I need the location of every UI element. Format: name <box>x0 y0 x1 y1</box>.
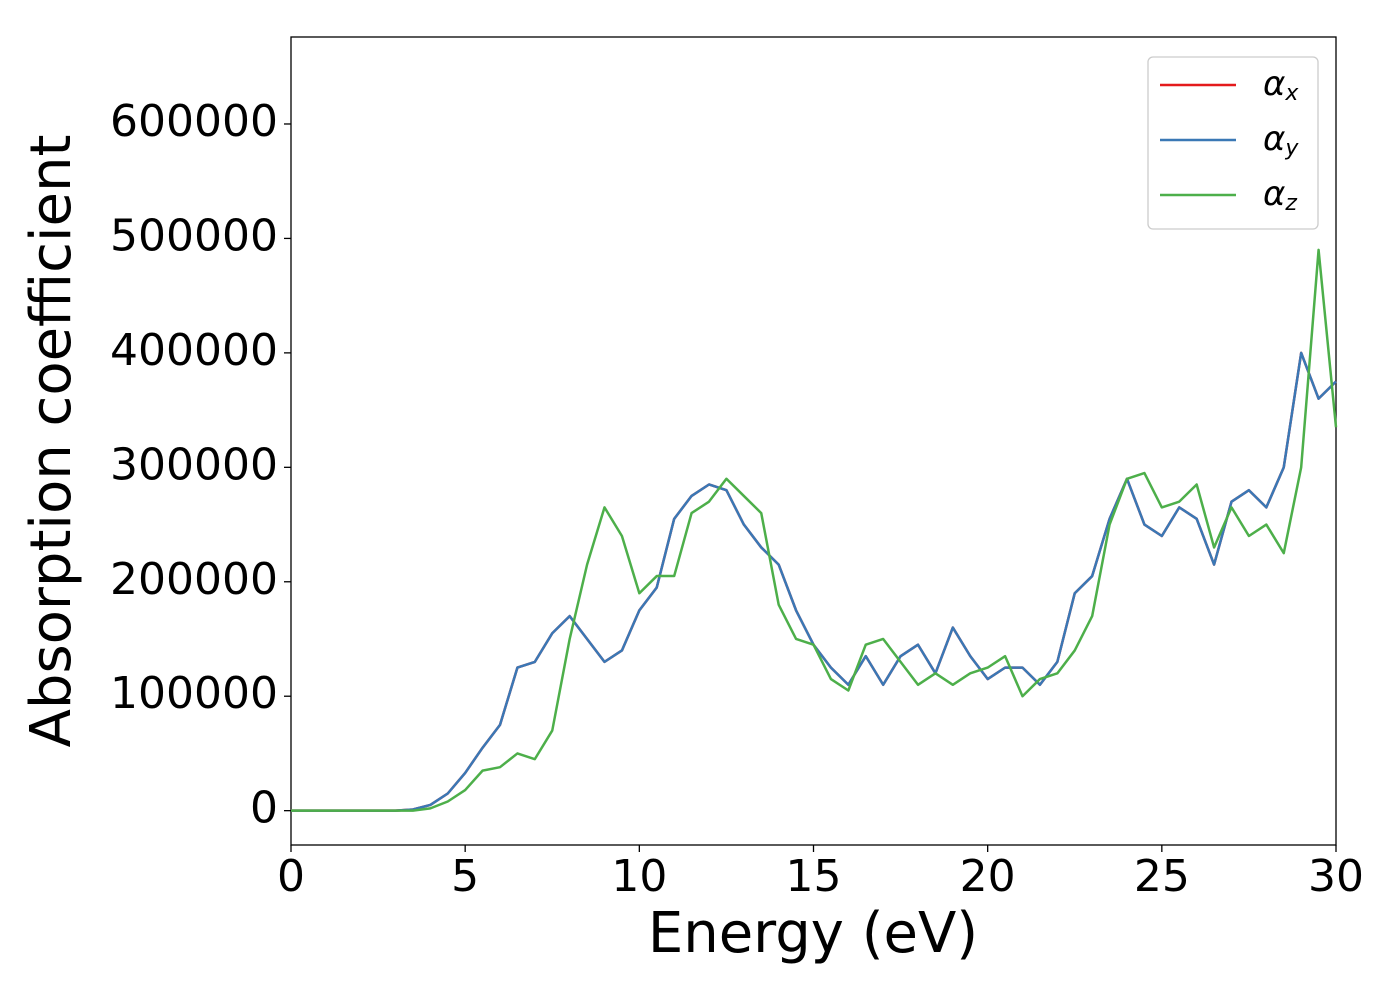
data-line <box>291 351 1337 812</box>
x-tick-label: 30 <box>1308 851 1364 902</box>
legend-label: αy <box>1263 119 1299 162</box>
y-tick-label: 300000 <box>110 439 278 490</box>
y-tick-label: 400000 <box>110 325 278 376</box>
x-tick-label: 0 <box>277 851 305 902</box>
legend-label: αz <box>1263 174 1297 217</box>
legend-box <box>1147 56 1319 230</box>
legend-subscript: y <box>1284 136 1299 161</box>
x-tick-label: 10 <box>611 851 667 902</box>
x-axis-label: Energy (eV) <box>648 901 978 966</box>
y-tick-label: 500000 <box>110 210 278 261</box>
x-tick-label: 20 <box>960 851 1016 902</box>
legend-subscript: z <box>1284 191 1297 216</box>
legend-symbol: α <box>1263 64 1285 104</box>
legend-label: αx <box>1263 64 1299 107</box>
legend-symbol: α <box>1263 174 1285 214</box>
y-tick-label: 100000 <box>110 668 278 719</box>
y-tick-label: 600000 <box>110 96 278 147</box>
data-line <box>291 248 1338 812</box>
legend-subscript: x <box>1284 81 1299 106</box>
data-line <box>291 351 1337 812</box>
x-tick-label: 5 <box>451 851 479 902</box>
y-axis-label: Absorption coefficient <box>19 135 84 748</box>
y-tick-label: 200000 <box>110 554 278 605</box>
legend-symbol: α <box>1263 119 1285 159</box>
y-tick-label: 0 <box>250 783 278 834</box>
x-tick-label: 25 <box>1134 851 1190 902</box>
x-tick-label: 15 <box>786 851 842 902</box>
